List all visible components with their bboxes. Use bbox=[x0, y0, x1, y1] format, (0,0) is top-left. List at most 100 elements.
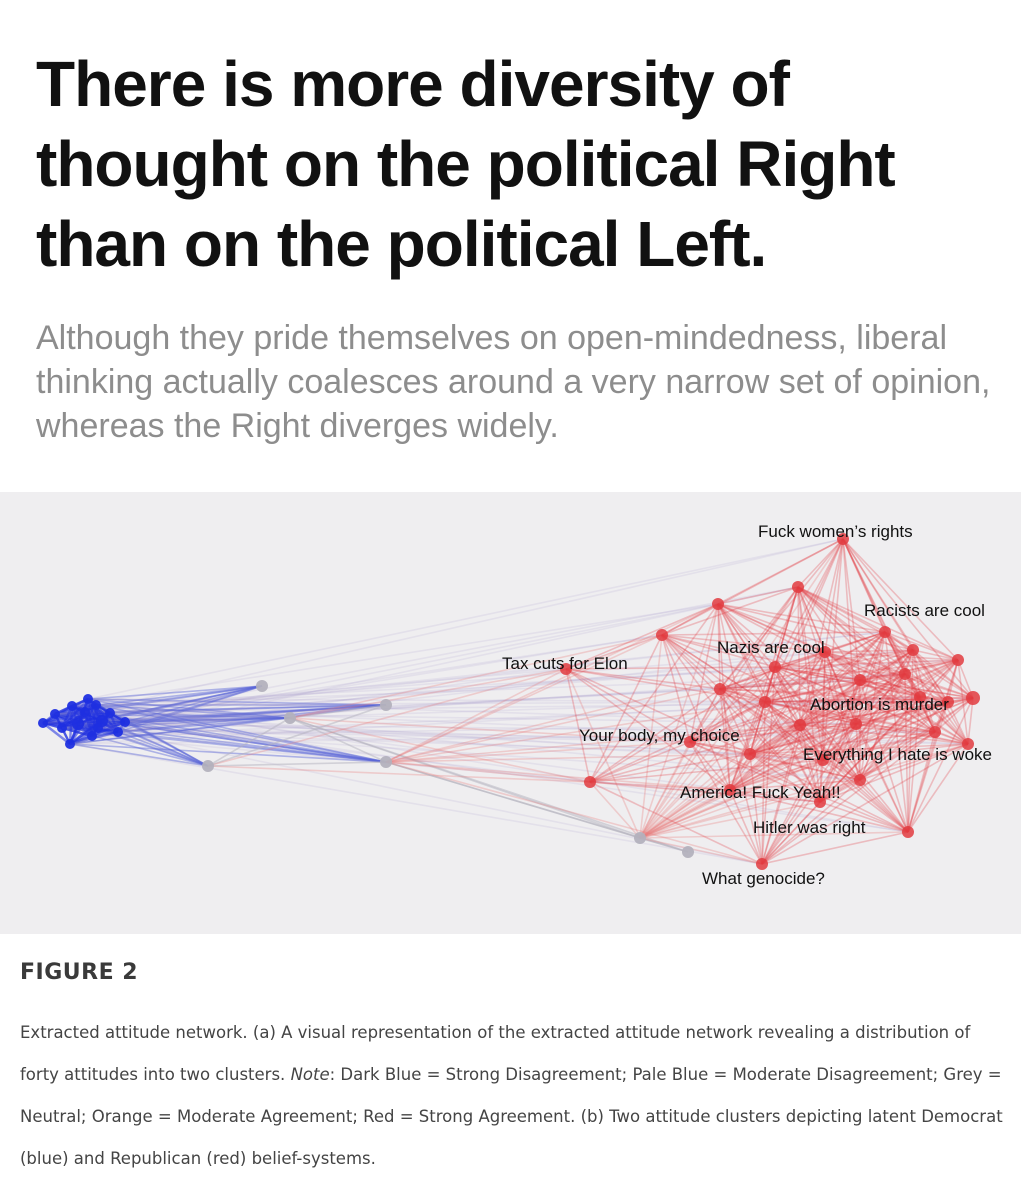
network-edge-587 bbox=[689, 741, 824, 761]
network-edge-548 bbox=[761, 701, 766, 865]
network-edge-333 bbox=[661, 634, 721, 690]
network-edge-492 bbox=[761, 679, 861, 865]
network-edge-538 bbox=[764, 701, 857, 725]
network-edge-554 bbox=[749, 724, 801, 755]
network-edge-573 bbox=[749, 731, 936, 755]
network-edge-157 bbox=[109, 712, 824, 761]
network-edge-544 bbox=[589, 701, 766, 783]
network-edge-339 bbox=[661, 634, 824, 761]
network-edge-364 bbox=[884, 631, 969, 745]
network-edge-236 bbox=[639, 603, 719, 839]
network-edge-210 bbox=[289, 717, 689, 853]
network-edge-106 bbox=[84, 538, 844, 713]
network-edge-403 bbox=[934, 659, 959, 733]
network-edge-379 bbox=[774, 649, 914, 668]
network-edge-461 bbox=[859, 673, 906, 681]
attitude-node-2 bbox=[57, 723, 67, 733]
network-edge-243 bbox=[639, 701, 949, 839]
network-edge-405 bbox=[749, 659, 959, 755]
network-edge-475 bbox=[904, 673, 909, 833]
network-edge-262 bbox=[639, 837, 763, 865]
network-edge-395 bbox=[904, 659, 959, 675]
network-edge-323 bbox=[717, 603, 824, 761]
network-edge-346 bbox=[565, 668, 691, 743]
attitude-network-diagram: Fuck women’s rights Racists are cool Naz… bbox=[0, 492, 1021, 934]
network-edge-610 bbox=[729, 789, 821, 803]
network-edge-108 bbox=[84, 711, 857, 725]
network-edge-564 bbox=[689, 723, 857, 743]
network-edge-325 bbox=[717, 603, 731, 791]
network-edge-479 bbox=[774, 666, 861, 681]
network-edge-559 bbox=[799, 724, 909, 833]
network-edge-280 bbox=[842, 538, 857, 725]
network-edge-576 bbox=[819, 731, 936, 803]
attitude-node-22 bbox=[837, 533, 849, 545]
network-edge-394 bbox=[919, 659, 959, 698]
network-edge-436 bbox=[947, 701, 969, 745]
network-edge-143 bbox=[101, 717, 291, 722]
network-edge-217 bbox=[207, 668, 567, 767]
network-edge-608 bbox=[589, 781, 821, 803]
network-edge-232 bbox=[385, 761, 763, 865]
attitude-node-1 bbox=[50, 709, 60, 719]
network-edge-56 bbox=[61, 679, 861, 729]
network-edge-328 bbox=[565, 634, 663, 670]
network-edge-440 bbox=[819, 701, 949, 803]
network-edge-536 bbox=[719, 688, 861, 781]
network-edge-429 bbox=[824, 651, 949, 703]
network-edge-300 bbox=[797, 586, 936, 733]
network-edge-515 bbox=[689, 666, 776, 743]
network-edge-315 bbox=[717, 603, 826, 653]
network-edge-459 bbox=[761, 696, 921, 865]
network-edge-244 bbox=[639, 696, 921, 839]
attitude-node-9 bbox=[105, 708, 115, 718]
attitude-node-4 bbox=[72, 718, 84, 730]
network-edge-541 bbox=[689, 701, 766, 743]
attitude-node-18 bbox=[380, 699, 392, 711]
network-edge-260 bbox=[639, 801, 821, 839]
network-edge-599 bbox=[749, 753, 763, 865]
network-edge-238 bbox=[565, 668, 641, 839]
network-edge-331 bbox=[661, 634, 826, 653]
network-edge-371 bbox=[859, 631, 886, 781]
network-edge-70 bbox=[71, 673, 906, 707]
network-edge-218 bbox=[207, 765, 591, 783]
network-edge-609 bbox=[589, 781, 763, 865]
attitude-node-40 bbox=[850, 718, 862, 730]
network-edge-259 bbox=[639, 789, 731, 839]
attitude-node-44 bbox=[744, 748, 756, 760]
network-edge-277 bbox=[719, 538, 844, 690]
network-edge-35 bbox=[54, 668, 567, 715]
network-edge-446 bbox=[774, 666, 921, 698]
network-edge-163 bbox=[117, 717, 291, 733]
attitude-node-35 bbox=[819, 646, 831, 658]
network-edge-401 bbox=[799, 659, 959, 726]
network-edge-105 bbox=[84, 711, 387, 763]
network-edge-412 bbox=[904, 673, 974, 699]
network-edge-133 bbox=[95, 659, 959, 706]
network-edge-201 bbox=[87, 698, 387, 763]
node-labels: Fuck women’s rights Racists are cool Naz… bbox=[502, 522, 992, 888]
attitude-node-6 bbox=[87, 731, 97, 741]
network-edge-511 bbox=[774, 666, 801, 726]
network-edge-289 bbox=[797, 586, 974, 699]
network-edge-90 bbox=[77, 723, 936, 733]
attitude-node-33 bbox=[899, 668, 911, 680]
network-edge-302 bbox=[689, 586, 799, 743]
network-edge-186 bbox=[97, 727, 861, 781]
network-edge-305 bbox=[729, 586, 799, 791]
network-edge-293 bbox=[797, 586, 861, 681]
network-edge-263 bbox=[639, 779, 861, 839]
network-edge-441 bbox=[907, 701, 949, 833]
network-edge-569 bbox=[855, 723, 909, 833]
network-edge-162 bbox=[117, 685, 263, 733]
network-edge-278 bbox=[764, 538, 844, 703]
network-edge-296 bbox=[719, 586, 799, 690]
network-edge-206 bbox=[207, 717, 291, 767]
network-edge-372 bbox=[912, 649, 959, 661]
network-edge-568 bbox=[819, 723, 857, 803]
network-edge-185 bbox=[97, 727, 969, 745]
network-edge-571 bbox=[855, 723, 861, 781]
attitude-node-19 bbox=[380, 756, 392, 768]
label-tax-cuts-for-elon: Tax cuts for Elon bbox=[502, 654, 628, 673]
